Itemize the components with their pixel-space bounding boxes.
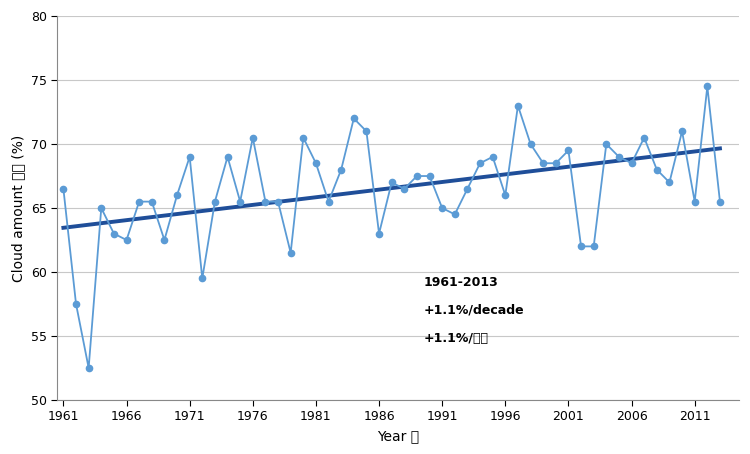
Y-axis label: Cloud amount 雲量 (%): Cloud amount 雲量 (%) bbox=[11, 134, 25, 281]
X-axis label: Year 年: Year 年 bbox=[377, 429, 419, 443]
Text: 1961-2013: 1961-2013 bbox=[423, 276, 498, 289]
Text: +1.1%/decade: +1.1%/decade bbox=[423, 304, 524, 317]
Text: +1.1%/十年: +1.1%/十年 bbox=[423, 332, 488, 345]
